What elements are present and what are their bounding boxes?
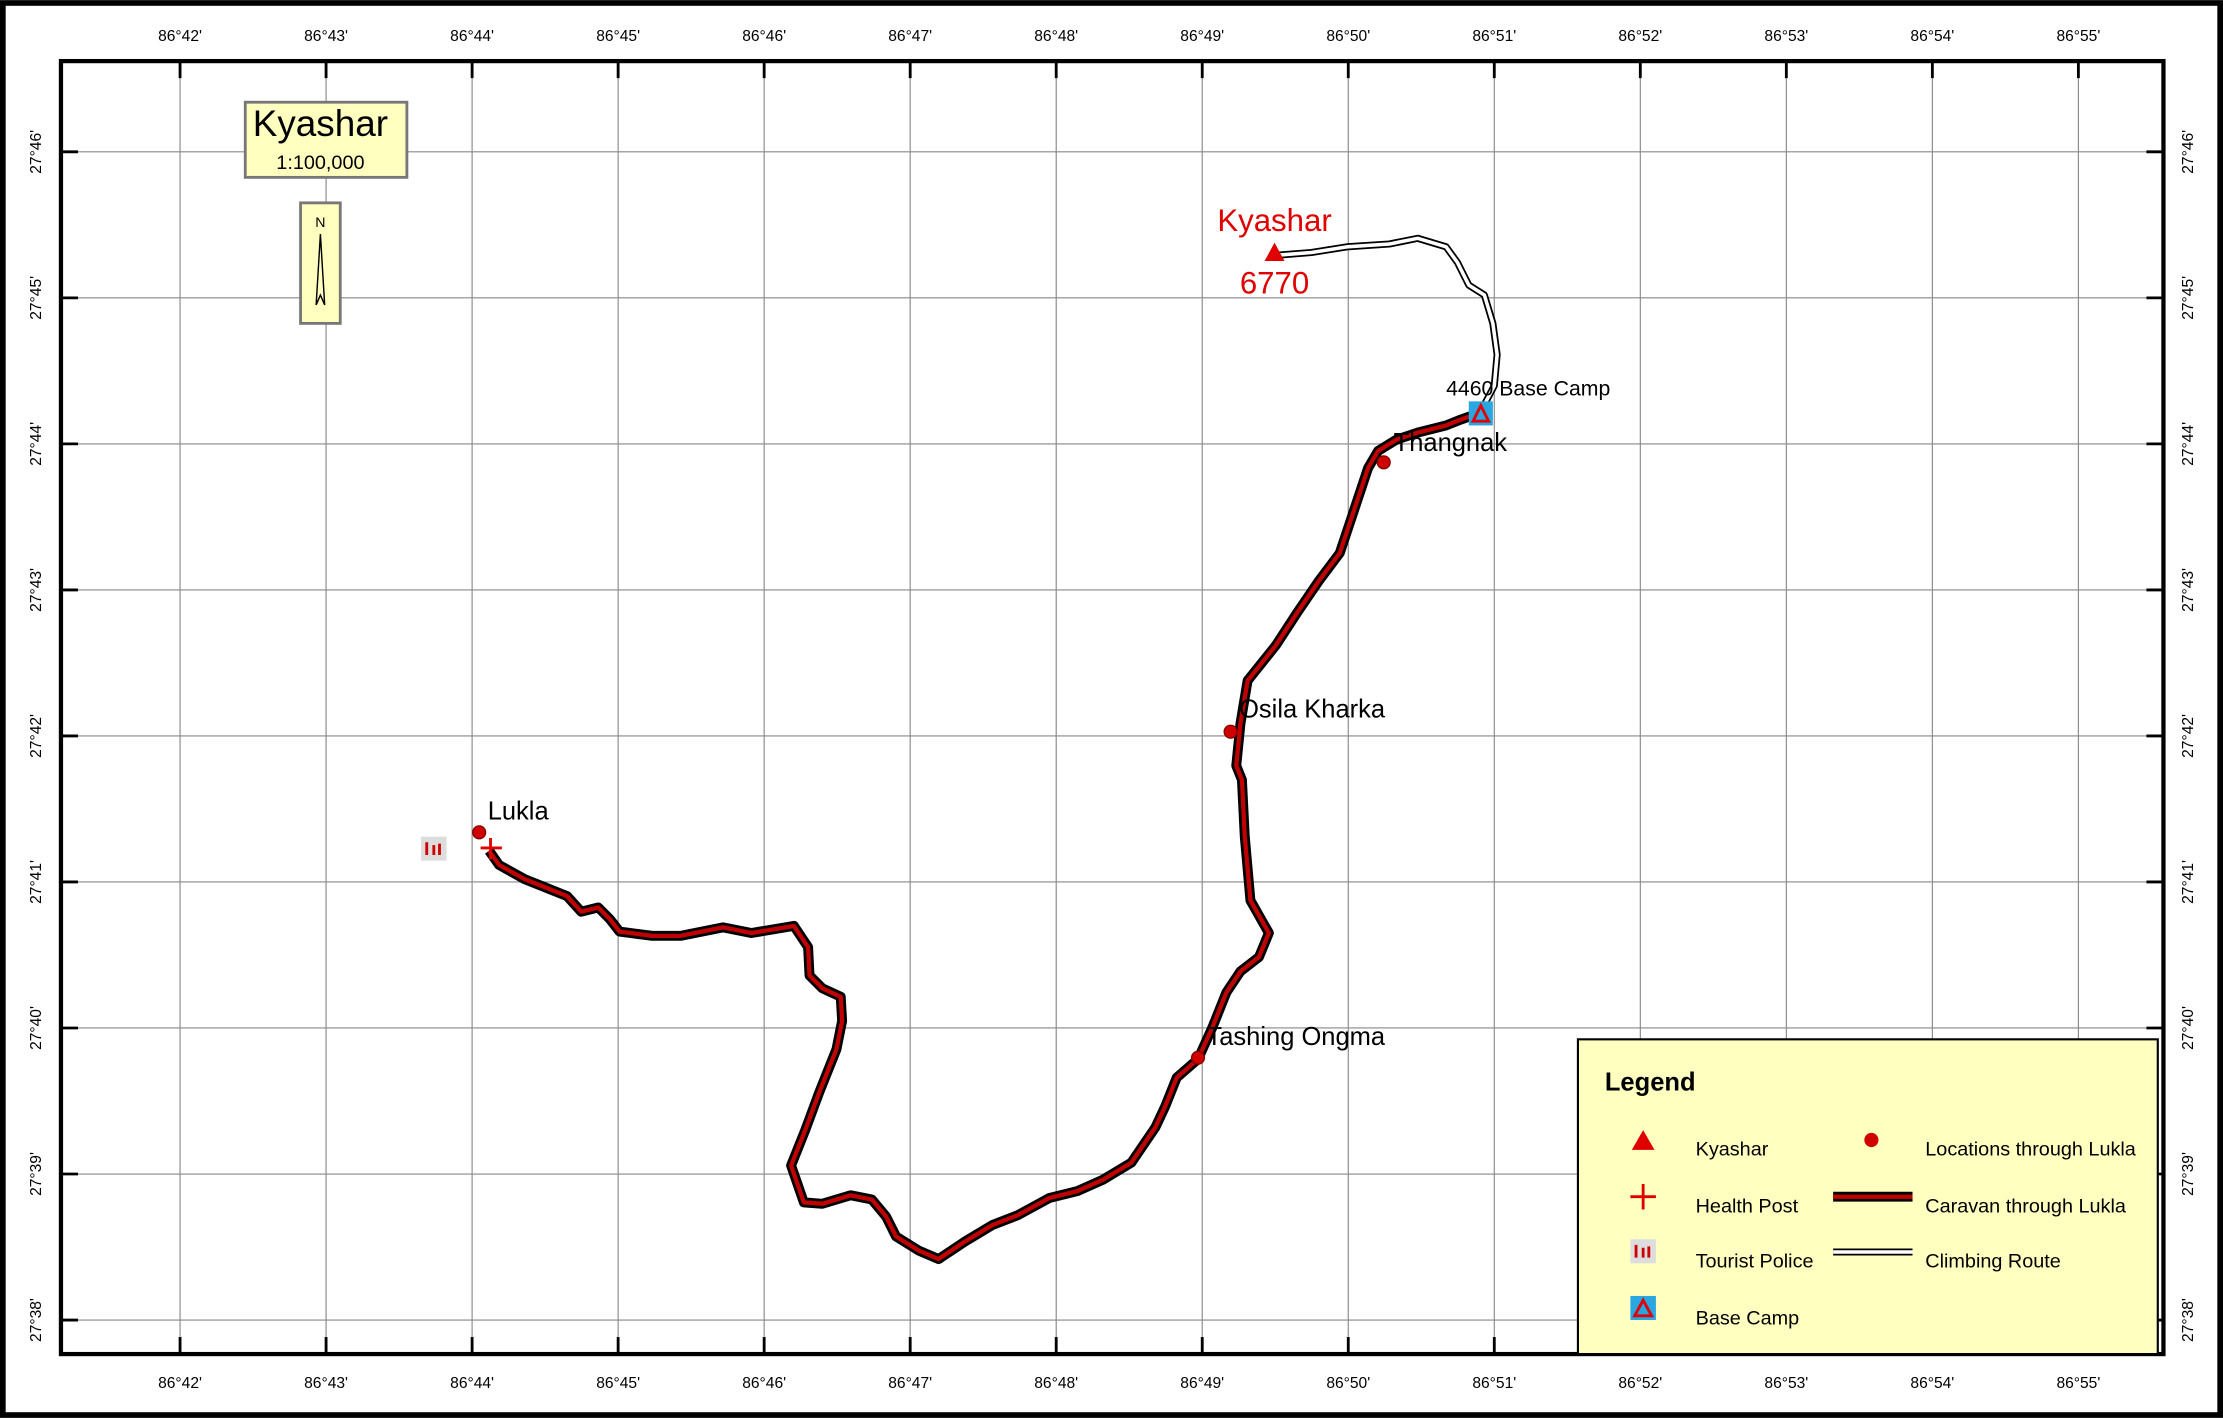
map-frame xyxy=(58,58,2166,1357)
lon-label: 86°55' xyxy=(2056,1375,2100,1392)
lon-label: 86°51' xyxy=(1472,28,1516,45)
lat-label: 27°44' xyxy=(28,422,45,466)
lon-label: 86°48' xyxy=(1034,1375,1078,1392)
location-marker xyxy=(1376,455,1391,470)
legend-symbol xyxy=(1630,1183,1656,1210)
lon-label: 86°55' xyxy=(2056,28,2100,45)
legend-symbol xyxy=(1634,1244,1651,1258)
peak-label: Kyashar xyxy=(1217,203,1331,238)
lat-label: 27°40' xyxy=(2180,1006,2197,1050)
lon-label: 86°52' xyxy=(1618,28,1662,45)
lat-label: 27°41' xyxy=(2180,860,2197,904)
lat-label: 27°46' xyxy=(2180,130,2197,174)
location-marker xyxy=(1223,724,1238,739)
lat-label: 27°42' xyxy=(2180,714,2197,758)
lon-label: 86°45' xyxy=(596,1375,640,1392)
health-post-marker xyxy=(480,838,502,860)
lon-label: 86°53' xyxy=(1764,1375,1808,1392)
north-arrow-label: N xyxy=(315,215,325,231)
lat-label: 27°43' xyxy=(2180,568,2197,612)
place-label: Osila Kharka xyxy=(1239,696,1386,724)
lon-label: 86°51' xyxy=(1472,1375,1516,1392)
location-marker xyxy=(472,825,487,840)
lat-label: 27°46' xyxy=(28,130,45,174)
lat-label: 27°45' xyxy=(2180,276,2197,320)
lon-label: 86°43' xyxy=(304,28,348,45)
lon-label: 86°48' xyxy=(1034,28,1078,45)
lon-label: 86°42' xyxy=(158,28,202,45)
lat-label: 27°38' xyxy=(28,1298,45,1342)
legend-title: Legend xyxy=(1605,1068,1696,1096)
title-box xyxy=(243,100,409,179)
lon-label: 86°52' xyxy=(1618,1375,1662,1392)
lon-label: 86°44' xyxy=(450,1375,494,1392)
lat-label: 27°40' xyxy=(28,1006,45,1050)
legend-symbol xyxy=(1864,1132,1879,1148)
lon-label: 86°47' xyxy=(888,28,932,45)
legend-label: Base Camp xyxy=(1696,1307,1800,1329)
lat-label: 27°45' xyxy=(28,276,45,320)
lon-label: 86°45' xyxy=(596,28,640,45)
lon-label: 86°46' xyxy=(742,1375,786,1392)
lon-label: 86°42' xyxy=(158,1375,202,1392)
map-title: Kyashar xyxy=(253,103,388,144)
legend-label: Caravan through Lukla xyxy=(1925,1195,2127,1217)
peak-elevation: 6770 xyxy=(1240,266,1309,301)
lat-label: 27°41' xyxy=(28,860,45,904)
lat-label: 27°38' xyxy=(2180,1298,2197,1342)
lat-label: 27°39' xyxy=(28,1152,45,1196)
legend-label: Locations through Lukla xyxy=(1925,1139,2137,1161)
lat-label: 27°43' xyxy=(28,568,45,612)
lon-label: 86°49' xyxy=(1180,1375,1224,1392)
lon-label: 86°46' xyxy=(742,28,786,45)
lon-label: 86°54' xyxy=(1910,1375,1954,1392)
place-label: Thangnak xyxy=(1394,429,1508,457)
base-camp-icon-tent xyxy=(1470,402,1491,423)
lon-label: 86°54' xyxy=(1910,28,1954,45)
lon-label: 86°49' xyxy=(1180,28,1224,45)
legend-label: Tourist Police xyxy=(1696,1251,1814,1273)
map-scale: 1:100,000 xyxy=(276,152,364,174)
north-arrow xyxy=(315,234,326,306)
caravan-route xyxy=(487,410,1481,1262)
north-arrow-box xyxy=(299,201,342,325)
base-camp-label: 4460 Base Camp xyxy=(1446,377,1610,401)
place-label: Lukla xyxy=(488,798,550,826)
climbing-route xyxy=(1275,236,1499,414)
place-label: Tashing Ongma xyxy=(1206,1023,1385,1051)
lat-label: 27°44' xyxy=(2180,422,2197,466)
lon-label: 86°43' xyxy=(304,1375,348,1392)
legend-label: Kyashar xyxy=(1696,1139,1769,1161)
legend-label: Climbing Route xyxy=(1925,1251,2061,1273)
lat-label: 27°39' xyxy=(2180,1152,2197,1196)
legend-label: Health Post xyxy=(1696,1195,1799,1217)
lon-label: 86°50' xyxy=(1326,1375,1370,1392)
lon-label: 86°47' xyxy=(888,1375,932,1392)
location-marker xyxy=(1190,1050,1206,1065)
tourist-police-marker-figure xyxy=(425,842,441,856)
legend-symbol xyxy=(1632,1297,1655,1318)
lon-label: 86°44' xyxy=(450,28,494,45)
peak-marker xyxy=(1264,242,1285,261)
lon-label: 86°53' xyxy=(1764,28,1808,45)
lat-label: 27°42' xyxy=(28,714,45,758)
lon-label: 86°50' xyxy=(1326,28,1370,45)
legend-symbol xyxy=(1631,1130,1655,1150)
